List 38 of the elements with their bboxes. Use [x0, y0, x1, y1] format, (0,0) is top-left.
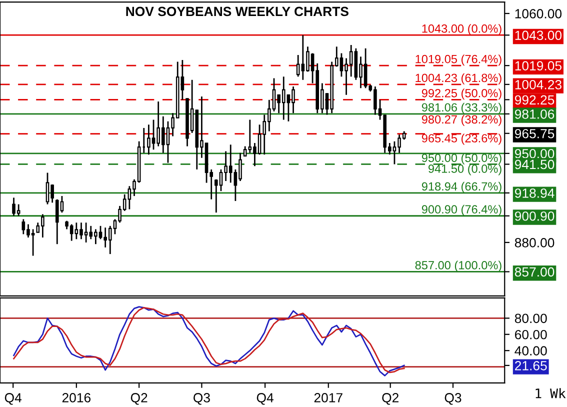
y-tick-label: 992.25: [514, 95, 554, 105]
x-tick-label: Q4: [256, 393, 274, 405]
ref-line-label: 1043.00 (0.0%): [422, 24, 502, 36]
x-tick-label: Q2: [382, 393, 398, 405]
x-axis-title: 1 Wk: [536, 388, 566, 398]
y-tick-label: 80.00: [514, 314, 547, 324]
ref-line-label: 1004.23 (61.8%): [416, 73, 502, 84]
y-tick-label: 857.00: [514, 267, 554, 277]
ref-line-label: 900.90 (76.4%): [422, 204, 502, 216]
y-tick-label: 900.90: [514, 211, 554, 221]
y-tick-label: 60.00: [515, 330, 547, 340]
y-tick-label: 40.00: [514, 346, 547, 356]
x-tick-label: 2016: [62, 393, 91, 402]
annotation: 980.27 (38.2%): [422, 114, 502, 126]
x-tick-label: Q4: [4, 393, 22, 405]
ref-line-label: 981.06 (33.3%): [422, 102, 502, 114]
y-tick-label: 941.50: [514, 160, 554, 170]
y-tick-label: 1043.00: [515, 30, 562, 40]
ref-line-label: 1019.05 (76.4%): [416, 54, 502, 66]
ref-line-label: 857.00 (100.0%): [415, 260, 502, 272]
x-tick-label: Q3: [194, 393, 210, 405]
x-tick-label: Q2: [130, 393, 148, 405]
y-tick-label: 1019.05: [515, 61, 562, 70]
y-tick-label: 1060.00: [515, 9, 562, 18]
y-tick-label: 981.06: [514, 109, 554, 119]
y-tick-label: 950.00: [514, 148, 554, 158]
chart-title: NOV SOYBEANS WEEKLY CHARTS: [126, 6, 348, 16]
x-tick-label: Q3: [444, 393, 462, 405]
y-tick-label: 880.00: [514, 238, 554, 248]
y-tick-label: 965.75: [514, 128, 554, 138]
x-tick-label: 2017: [314, 393, 342, 402]
ref-line-label: 992.25 (50.0%): [422, 88, 502, 100]
ref-line-label: 941.50 (0.0%): [428, 164, 502, 176]
ref-line-label: 950.00 (50.0%): [422, 153, 502, 164]
y-tick-label: 21.65: [515, 361, 547, 370]
ref-line-label: 918.94 (66.7%): [422, 182, 502, 193]
y-tick-label: 1004.23: [515, 80, 562, 90]
y-tick-label: 918.94: [514, 188, 554, 198]
